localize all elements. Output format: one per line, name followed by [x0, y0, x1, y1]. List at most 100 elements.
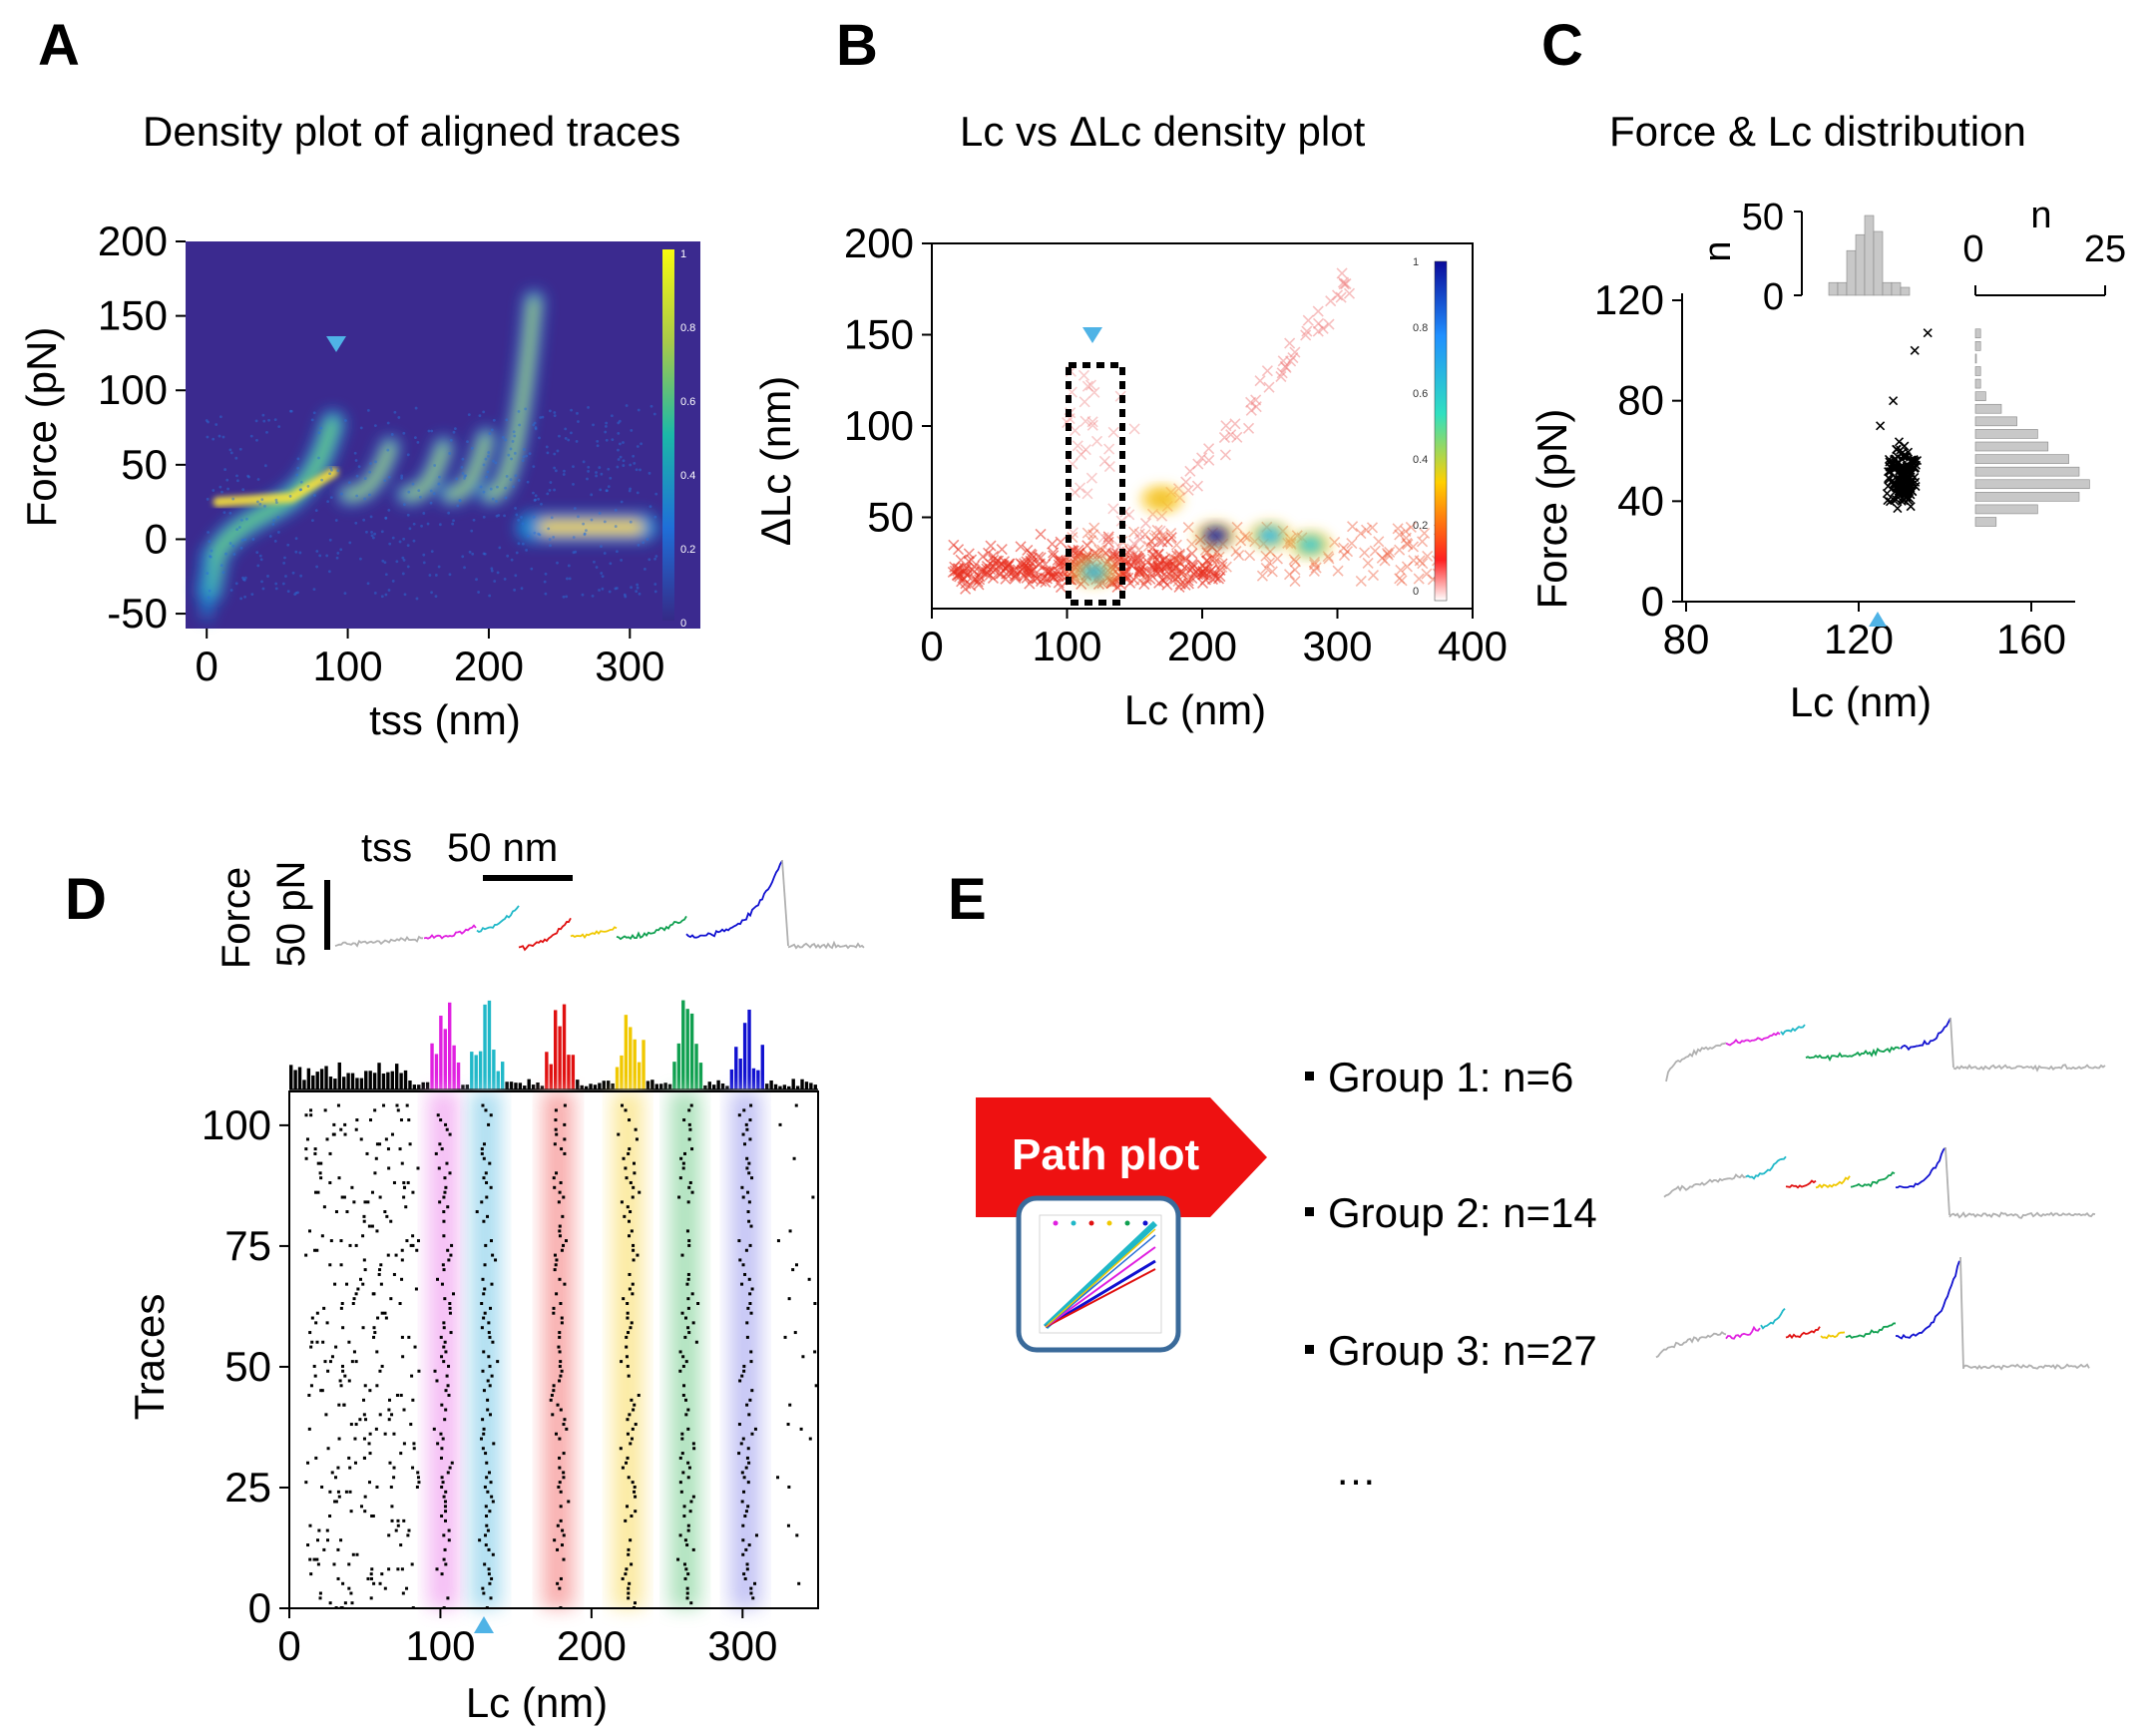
density-speckle [408, 527, 412, 531]
density-speckle [226, 487, 229, 491]
density-speckle [548, 409, 552, 413]
lc-hist-bar [403, 1070, 408, 1089]
density-speckle [224, 552, 227, 556]
thumb-marker [1142, 1220, 1148, 1226]
trace-dot [349, 1591, 353, 1595]
trace-dot [563, 1151, 567, 1155]
scatter-point [1902, 452, 1912, 462]
density-speckle [319, 426, 323, 430]
scatter-cross [1275, 370, 1287, 383]
density-speckle [384, 573, 388, 577]
density-speckle [549, 544, 552, 548]
density-speckle [611, 438, 615, 442]
density-speckle [543, 580, 547, 584]
scatter-cross [1035, 576, 1048, 588]
scatter-cross [1359, 547, 1371, 559]
density-speckle [225, 478, 229, 482]
density-speckle [601, 587, 605, 591]
trace-dot [404, 1205, 408, 1209]
trace-dot [682, 1384, 686, 1388]
trace-dot [309, 1345, 313, 1349]
trace-dot [555, 1132, 559, 1136]
trace-dot [406, 1180, 410, 1184]
density-speckle [310, 418, 314, 422]
trace-dot [738, 1258, 742, 1262]
trace-dot [562, 1243, 566, 1247]
trace-dot [362, 1219, 366, 1223]
density-speckle [255, 500, 259, 504]
trace-dot [558, 1586, 562, 1590]
trace-dot [383, 1311, 387, 1315]
trace-dot [339, 1538, 343, 1542]
scatter-cross [1041, 573, 1053, 585]
trace-dot [619, 1447, 623, 1451]
lc-hist-bar [725, 1085, 729, 1089]
density-speckle [273, 418, 277, 421]
trace-dot [563, 1418, 567, 1422]
trace-dot [792, 1156, 796, 1160]
group-3-label: Group 3: n=27 [1328, 1327, 1597, 1374]
panel-d-ytick-tick-label: 25 [224, 1464, 271, 1511]
trace-dot [369, 1118, 373, 1122]
scatter-cross [1254, 375, 1266, 387]
trace-dot [485, 1523, 489, 1527]
lc-hist-bar [629, 1027, 633, 1089]
scatter-cross [1310, 562, 1322, 574]
density-speckle [388, 542, 392, 546]
density-speckle [218, 415, 222, 419]
trace-dot [627, 1552, 631, 1556]
trace-dot [402, 1408, 406, 1412]
density-speckle [636, 445, 640, 448]
density-speckle [299, 574, 303, 578]
density-speckle [235, 528, 239, 532]
trace-dot [334, 1500, 338, 1504]
trace-dot [552, 1311, 556, 1315]
trace-dot [746, 1210, 750, 1214]
density-speckle [510, 457, 513, 461]
trace-dot [362, 1437, 366, 1441]
top-hist-tick-0: 0 [1763, 276, 1784, 318]
trace-dot [336, 1547, 340, 1551]
density-speckle [533, 421, 537, 425]
density-speckle [583, 532, 587, 536]
group-2-label: Group 2: n=14 [1328, 1189, 1597, 1236]
trace-dot [553, 1142, 557, 1146]
trace-dot [407, 1335, 411, 1339]
trace-dot [353, 1461, 357, 1465]
scatter-point [1904, 474, 1914, 484]
path-plot-arrow[interactable] [976, 1097, 1275, 1227]
lc-hist-bar [470, 1052, 474, 1089]
trace-dot [486, 1214, 490, 1218]
density-ridge [444, 433, 491, 500]
trace-dot [489, 1596, 493, 1600]
trace-dot [485, 1461, 489, 1465]
lc-hist-bar [607, 1081, 611, 1089]
trace-dot [354, 1360, 358, 1364]
trace-dot [679, 1156, 683, 1160]
lc-hist-bar [729, 1069, 734, 1089]
scatter-cross [1170, 569, 1182, 581]
lc-hist-bar [337, 1062, 341, 1089]
trace-dot [480, 1151, 484, 1155]
path-plot-thumbnail-icon[interactable] [1016, 1195, 1183, 1355]
density-speckle [218, 485, 222, 489]
trace-dot [686, 1297, 690, 1301]
scatter-cross [1338, 542, 1350, 554]
plot-d-frame [288, 1090, 819, 1609]
arrow-shape [976, 1097, 1267, 1217]
trace-dot [319, 1176, 323, 1180]
scatter-cross [1138, 566, 1150, 578]
scatter-cross [1173, 581, 1185, 593]
density-speckle [266, 575, 269, 578]
lc-hist-bar [461, 1084, 465, 1089]
lc-hist-bar [452, 1045, 456, 1089]
density-speckle [312, 588, 316, 592]
trace-dot [417, 1369, 421, 1373]
trace-dot [410, 1562, 414, 1566]
trace-dot [691, 1495, 695, 1499]
density-speckle [283, 556, 286, 560]
trace-dot [813, 1302, 817, 1306]
trace-drop [1949, 1017, 1954, 1069]
trace-dot [334, 1210, 338, 1214]
density-speckle [263, 464, 267, 468]
